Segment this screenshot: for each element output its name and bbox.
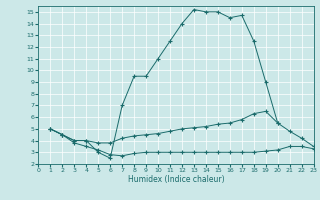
X-axis label: Humidex (Indice chaleur): Humidex (Indice chaleur) bbox=[128, 175, 224, 184]
